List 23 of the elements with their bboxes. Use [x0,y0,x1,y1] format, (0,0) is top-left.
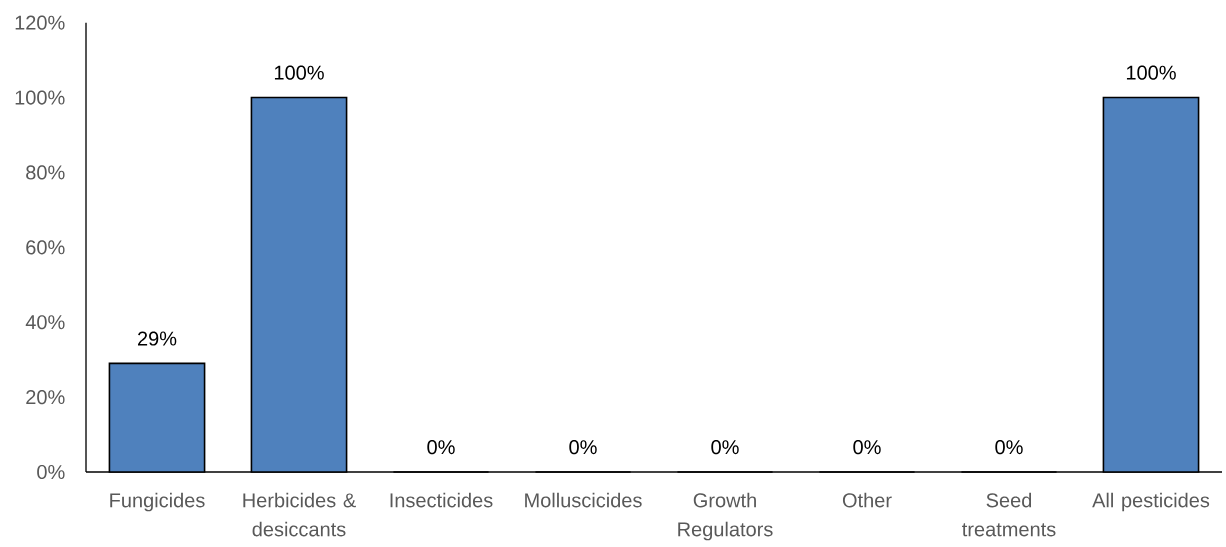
x-tick-label: Seed treatments [962,492,1056,537]
data-label: 100% [1126,65,1176,80]
data-label: 29% [138,331,177,346]
data-label: 0% [569,440,597,455]
data-label: 0% [427,440,455,455]
y-tick-label: 20% [26,390,65,405]
x-tick-label: Insecticides [390,492,493,508]
data-label: 0% [995,440,1023,455]
y-tick-label: 0% [37,464,65,480]
x-tick-label: All pesticides [1092,492,1210,512]
x-tick-label: Herbicides & desiccants [243,492,356,537]
y-tick-label: 80% [26,165,65,180]
y-tick-label: 60% [26,240,65,255]
data-label: 0% [711,440,739,455]
x-tick-label: Fungicides [110,492,205,512]
x-tick-label: Molluscicides [525,492,642,508]
data-label: 100% [274,65,324,80]
y-tick-label: 40% [25,315,65,330]
data-label: 0% [853,440,881,455]
y-tick-label: 120% [15,15,65,30]
y-tick-label: 100% [15,90,65,105]
x-tick-label: Other [842,492,892,508]
x-tick-label: Growth Regulators [678,492,773,541]
